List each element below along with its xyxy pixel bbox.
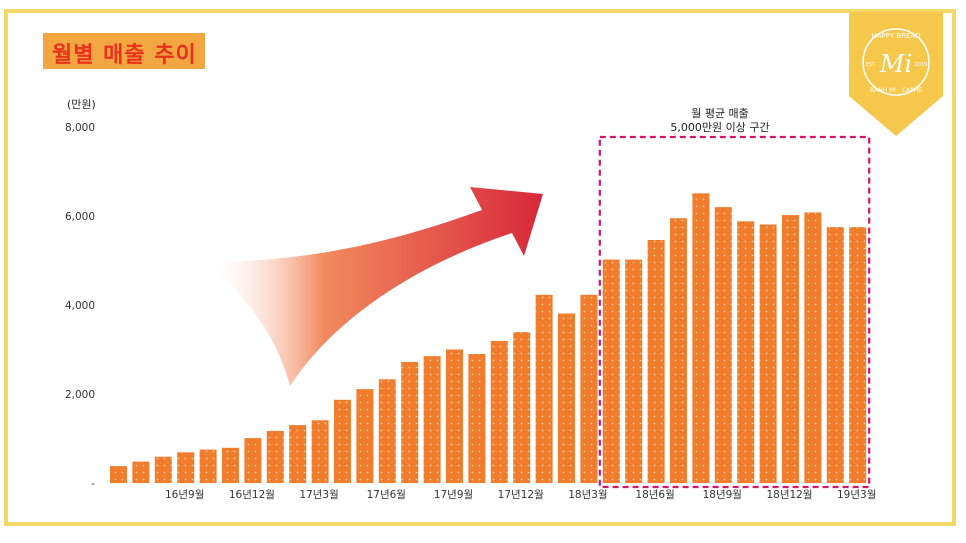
bar [266, 430, 284, 483]
badge-left-text: EST. [866, 62, 877, 68]
bar [826, 227, 844, 483]
bar [378, 379, 396, 483]
y-axis-unit-label: (만원) [67, 98, 96, 111]
x-tick-label: 18년6월 [635, 489, 674, 501]
bar [759, 224, 777, 483]
bar [289, 425, 307, 483]
badge-shield-icon [849, 12, 943, 136]
bar [692, 193, 710, 484]
bar [782, 215, 799, 483]
x-tick-label: 17년12월 [498, 489, 544, 501]
bar [356, 389, 374, 483]
bar [535, 294, 553, 483]
x-tick-label: 18년3월 [568, 489, 607, 501]
y-tick-label: - [91, 478, 95, 490]
badge-ring-icon [862, 28, 930, 96]
y-tick-label: 6,000 [65, 211, 95, 223]
bar [334, 399, 351, 483]
x-axis: 16년9월 16년12월 17년3월 17년6월 17년9월 17년12월 18년3월 18년… [165, 489, 876, 501]
bar [311, 420, 329, 483]
x-tick-label: 18년12월 [766, 489, 812, 501]
slide-frame [4, 9, 956, 526]
bar [244, 438, 262, 483]
bar [625, 259, 643, 483]
highlight-dashed-box [598, 135, 871, 489]
x-tick-label: 17년9월 [434, 489, 473, 501]
x-tick-label: 16년9월 [165, 489, 204, 501]
bar [670, 218, 687, 483]
bar [849, 227, 867, 483]
bar-series [110, 193, 867, 484]
y-tick-label: 2,000 [65, 389, 95, 401]
bar [401, 362, 419, 483]
bar [468, 354, 486, 483]
brand-badge: HAPPY BREAD Mi EST. 2019 BANH MI · CAPHE [849, 12, 943, 136]
bar [737, 221, 755, 484]
bar [490, 341, 508, 483]
bar [222, 447, 239, 483]
upward-trend-arrow-icon [205, 187, 543, 386]
bar [110, 466, 127, 483]
bar [199, 449, 217, 483]
x-tick-label: 16년12월 [229, 489, 275, 501]
bar [446, 349, 463, 483]
x-tick-label: 19년3월 [837, 489, 876, 501]
x-tick-label: 18년9월 [703, 489, 742, 501]
badge-monogram: Mi [879, 50, 912, 78]
chart-title: 월별 매출 추이 [52, 43, 197, 68]
badge-right-text: 2019 [915, 62, 928, 68]
x-tick-label: 17년6월 [367, 489, 406, 501]
badge-top-text: HAPPY BREAD [871, 32, 920, 40]
y-tick-label: 4,000 [65, 300, 95, 312]
bar [580, 294, 598, 483]
bar [513, 332, 531, 483]
title-background [43, 33, 205, 69]
bar [154, 456, 172, 483]
highlight-callout: 월 평균 매출 5,000만원 이상 구간 [650, 107, 790, 135]
bar [132, 461, 150, 483]
callout-line-1: 월 평균 매출 [691, 107, 749, 120]
x-tick-label: 17년3월 [299, 489, 338, 501]
bar [558, 313, 575, 483]
y-tick-label: 8,000 [65, 122, 95, 134]
bar [804, 212, 822, 483]
bar [423, 356, 441, 483]
bar [177, 452, 195, 483]
bar [602, 259, 620, 483]
bar [647, 240, 665, 483]
badge-bottom-text: BANH MI · CAPHE [870, 87, 922, 94]
bar [714, 207, 732, 483]
y-axis: - 2,000 4,000 6,000 8,000 [65, 122, 95, 490]
callout-line-2: 5,000만원 이상 구간 [670, 121, 770, 134]
